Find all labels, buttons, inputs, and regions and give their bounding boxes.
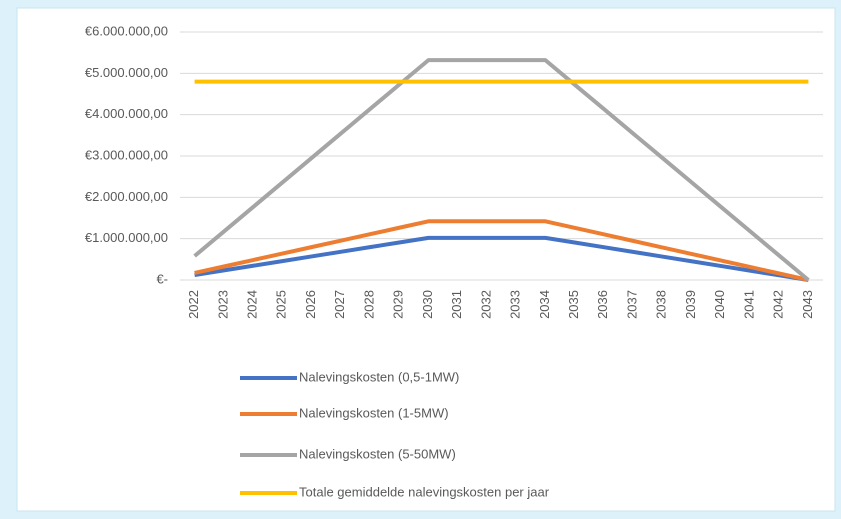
x-tick-label: 2022 <box>186 290 201 319</box>
y-tick-label: €4.000.000,00 <box>85 106 168 121</box>
x-tick-label: 2041 <box>741 290 756 319</box>
x-tick-label: 2034 <box>537 290 552 319</box>
x-tick-label: 2026 <box>303 290 318 319</box>
x-tick-label: 2043 <box>800 290 815 319</box>
x-tick-label: 2037 <box>624 290 639 319</box>
x-tick-label: 2038 <box>654 290 669 319</box>
series-line <box>193 58 810 282</box>
x-tick-label: 2039 <box>683 290 698 319</box>
x-tick-label: 2028 <box>361 290 376 319</box>
x-tick-label: 2031 <box>449 290 464 319</box>
x-tick-label: 2035 <box>566 290 581 319</box>
legend-label: Totale gemiddelde nalevingskosten per ja… <box>299 484 550 499</box>
y-tick-label: €6.000.000,00 <box>85 23 168 38</box>
chart-area <box>16 7 836 512</box>
x-tick-label: 2030 <box>420 290 435 319</box>
y-tick-label: €5.000.000,00 <box>85 65 168 80</box>
y-tick-label: €3.000.000,00 <box>85 147 168 162</box>
y-tick-label: €- <box>156 271 168 286</box>
y-tick-label: €1.000.000,00 <box>85 230 168 245</box>
legend-label: Nalevingskosten (5-50MW) <box>299 446 456 461</box>
y-tick-label: €2.000.000,00 <box>85 189 168 204</box>
x-tick-label: 2024 <box>245 290 260 319</box>
x-tick-label: 2032 <box>478 290 493 319</box>
x-tick-label: 2033 <box>508 290 523 319</box>
x-tick-label: 2023 <box>215 290 230 319</box>
x-tick-label: 2027 <box>332 290 347 319</box>
x-tick-label: 2042 <box>771 290 786 319</box>
legend-label: Nalevingskosten (0,5-1MW) <box>299 369 459 384</box>
series-line <box>194 219 809 282</box>
x-tick-label: 2029 <box>391 290 406 319</box>
x-tick-label: 2025 <box>274 290 289 319</box>
series-line <box>194 235 809 282</box>
x-tick-label: 2040 <box>712 290 727 319</box>
x-tick-label: 2036 <box>595 290 610 319</box>
legend-label: Nalevingskosten (1-5MW) <box>299 405 449 420</box>
